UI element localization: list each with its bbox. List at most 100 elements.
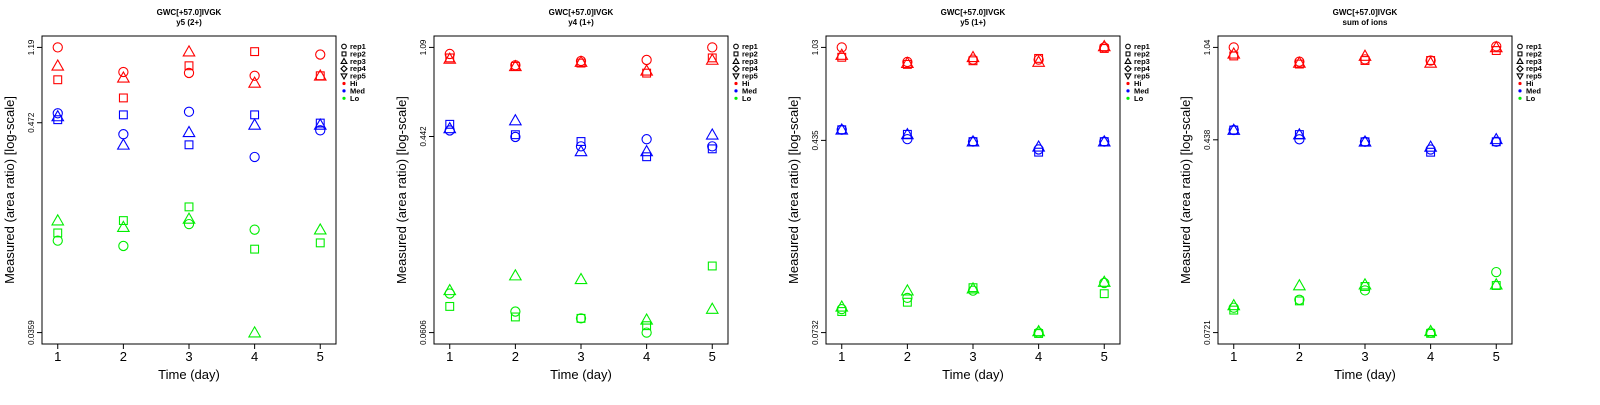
data-point [1292,55,1307,68]
data-point [705,127,719,140]
legend-marker [1125,43,1131,50]
data-point [445,301,455,311]
plot-frame [433,35,729,345]
legend-marker [732,73,740,81]
data-point [443,52,457,64]
legend-label: rep1 [742,42,758,51]
data-point [247,117,262,130]
data-point [52,108,63,119]
x-tick-label: 4 [643,349,650,364]
chart-subtitle: sum of ions [1343,18,1388,27]
data-point [575,141,587,152]
legend-label: rep4 [1526,64,1543,73]
y-tick-label: 1.04 [1203,39,1212,55]
data-point [118,240,129,252]
legend-marker [1517,51,1523,57]
x-tick-label: 3 [577,349,584,364]
legend-marker [342,96,346,100]
y-tick-label: 1.09 [419,39,428,55]
legend-marker [1517,43,1523,50]
data-point [1097,39,1111,52]
data-point [313,117,327,130]
legend-label: rep3 [1526,57,1542,66]
legend-marker [733,43,739,50]
x-tick-label: 5 [1493,349,1500,364]
x-axis-label: Time (day) [942,367,1004,382]
data-point [705,302,719,314]
legend-marker [1124,64,1132,73]
data-point [575,313,587,324]
data-point [966,134,980,147]
y-tick-label: 0.0721 [1203,320,1212,345]
legend-marker [734,81,738,86]
chart-title: GWC[+57.0]IVGK [157,8,222,17]
legend-marker [1516,57,1524,65]
legend-marker [341,43,347,50]
data-point [1489,277,1503,290]
data-point [51,58,65,71]
x-tick-label: 2 [120,349,127,364]
data-point [902,292,913,304]
data-point [118,93,128,103]
data-point [576,313,586,323]
data-point [510,130,520,140]
y-tick-label: 0.0359 [27,320,36,345]
data-point [184,202,194,212]
legend-marker [734,89,738,93]
y-tick-label: 1.03 [811,39,820,55]
legend-marker [1126,89,1130,93]
data-point [116,70,131,83]
data-point [182,212,196,224]
x-tick-label: 1 [1230,349,1237,364]
data-point [574,55,588,67]
legend-label: Lo [1526,94,1536,103]
data-point [902,297,912,307]
y-axis-label: Measured (area ratio) [log-scale] [2,96,17,284]
data-point [52,235,63,246]
x-axis-label: Time (day) [1334,367,1396,382]
data-point [966,50,980,63]
data-point [1034,53,1044,63]
data-point [1423,55,1438,68]
data-point [249,70,260,81]
data-point [835,122,849,135]
data-point [443,121,457,134]
data-point [247,76,262,88]
x-axis-label: Time (day) [550,367,612,382]
legend-label: rep2 [350,49,366,58]
legend-marker [1516,64,1524,73]
data-point [445,119,455,129]
data-point [510,306,521,317]
data-point [315,238,325,248]
chart-subtitle: y5 (1+) [960,18,986,27]
legend-marker [342,89,346,93]
legend-marker [732,64,740,73]
legend-label: rep5 [350,72,366,81]
data-point [1358,277,1372,290]
legend-marker [1518,96,1522,100]
data-point [51,109,65,122]
plot-frame [1217,35,1513,345]
data-point [642,152,652,162]
legend-marker [1125,51,1131,57]
data-point [1426,147,1436,157]
data-point [642,68,652,78]
legend-marker [1126,81,1130,86]
data-point [639,312,654,325]
chart-subtitle: y4 (1+) [568,18,594,27]
data-point [641,54,652,66]
data-point [183,67,195,79]
data-point [705,53,719,65]
legend-label: Lo [1134,94,1144,103]
data-point [249,151,260,163]
legend-label: rep5 [742,72,758,81]
legend-label: rep2 [1134,49,1150,58]
data-point [968,56,978,66]
chart-subtitle: y5 (2+) [176,18,202,27]
data-point [250,244,260,254]
data-point [966,281,980,294]
data-point [1491,46,1501,55]
legend-label: rep2 [742,49,758,58]
